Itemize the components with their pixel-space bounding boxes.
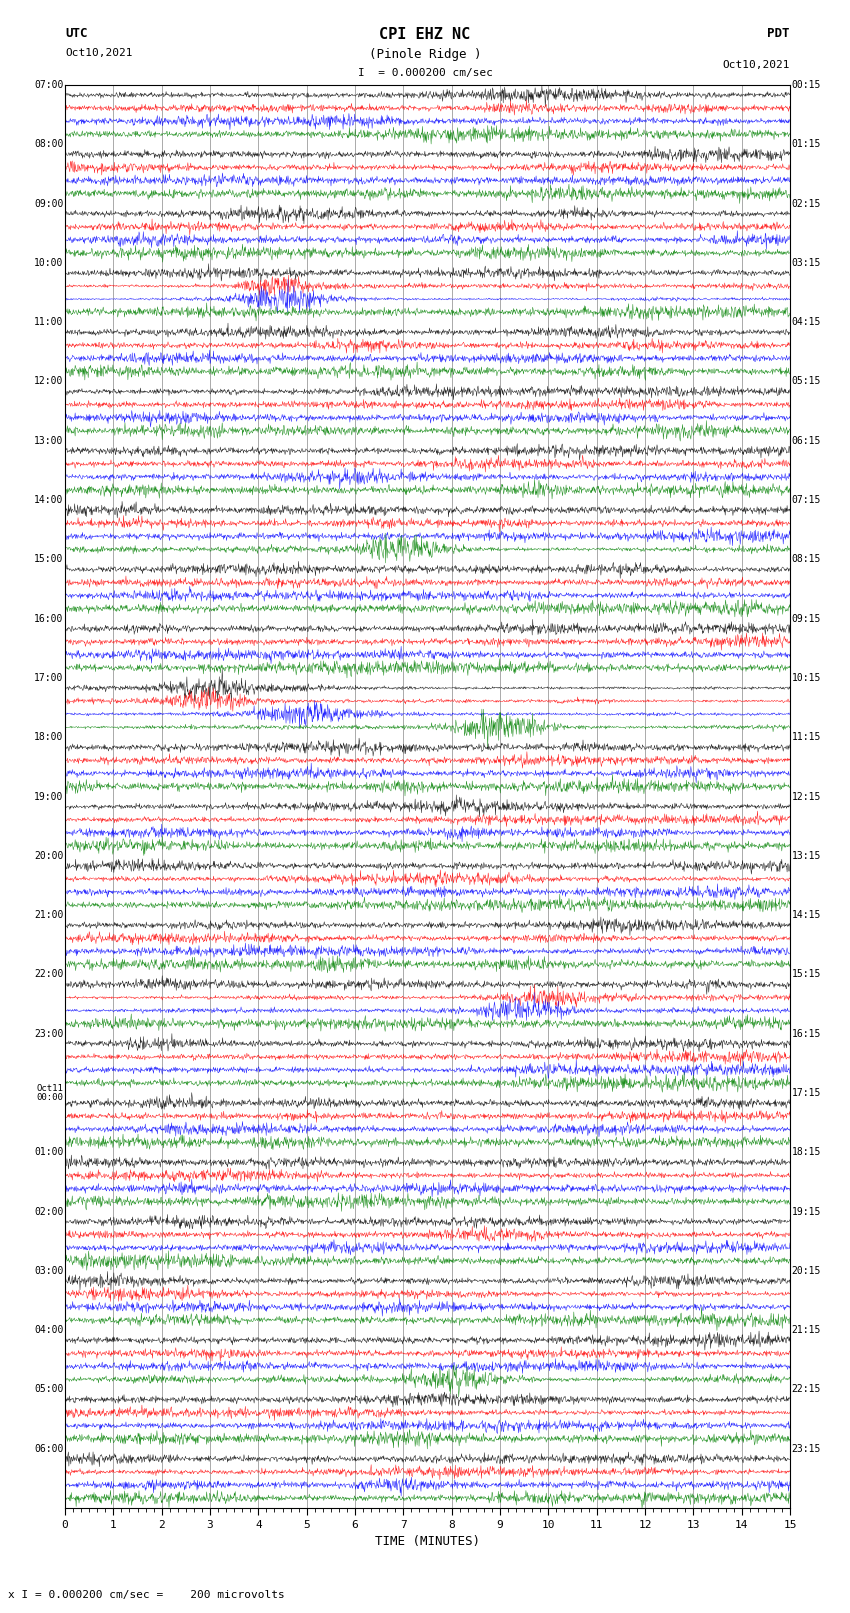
Text: 08:00: 08:00 <box>34 139 64 150</box>
Text: 12:15: 12:15 <box>791 792 821 802</box>
Text: 19:00: 19:00 <box>34 792 64 802</box>
Text: CPI EHZ NC: CPI EHZ NC <box>379 27 471 42</box>
Text: 00:15: 00:15 <box>791 81 821 90</box>
Text: Oct10,2021: Oct10,2021 <box>722 60 790 69</box>
Text: 07:15: 07:15 <box>791 495 821 505</box>
Text: 06:15: 06:15 <box>791 436 821 445</box>
Text: 01:00: 01:00 <box>34 1147 64 1157</box>
Text: 16:15: 16:15 <box>791 1029 821 1039</box>
Text: 13:00: 13:00 <box>34 436 64 445</box>
Text: 23:15: 23:15 <box>791 1444 821 1453</box>
Text: 16:00: 16:00 <box>34 613 64 624</box>
Text: 22:15: 22:15 <box>791 1384 821 1394</box>
Text: 15:15: 15:15 <box>791 969 821 979</box>
Text: 14:15: 14:15 <box>791 910 821 919</box>
Text: 23:00: 23:00 <box>34 1029 64 1039</box>
Text: 04:15: 04:15 <box>791 318 821 327</box>
Text: 02:15: 02:15 <box>791 198 821 208</box>
Text: PDT: PDT <box>768 27 790 40</box>
X-axis label: TIME (MINUTES): TIME (MINUTES) <box>375 1536 480 1548</box>
Text: 19:15: 19:15 <box>791 1207 821 1216</box>
Text: 15:00: 15:00 <box>34 555 64 565</box>
Text: 13:15: 13:15 <box>791 850 821 861</box>
Text: 05:15: 05:15 <box>791 376 821 387</box>
Text: 12:00: 12:00 <box>34 376 64 387</box>
Text: Oct10,2021: Oct10,2021 <box>65 48 133 58</box>
Text: 18:00: 18:00 <box>34 732 64 742</box>
Text: (Pinole Ridge ): (Pinole Ridge ) <box>369 48 481 61</box>
Text: 22:00: 22:00 <box>34 969 64 979</box>
Text: 04:00: 04:00 <box>34 1326 64 1336</box>
Text: 21:15: 21:15 <box>791 1326 821 1336</box>
Text: x I = 0.000200 cm/sec =    200 microvolts: x I = 0.000200 cm/sec = 200 microvolts <box>8 1590 286 1600</box>
Text: 07:00: 07:00 <box>34 81 64 90</box>
Text: 10:15: 10:15 <box>791 673 821 682</box>
Text: 17:15: 17:15 <box>791 1087 821 1098</box>
Text: 09:15: 09:15 <box>791 613 821 624</box>
Text: 14:00: 14:00 <box>34 495 64 505</box>
Text: 20:00: 20:00 <box>34 850 64 861</box>
Text: 03:00: 03:00 <box>34 1266 64 1276</box>
Text: 09:00: 09:00 <box>34 198 64 208</box>
Text: UTC: UTC <box>65 27 88 40</box>
Text: 21:00: 21:00 <box>34 910 64 919</box>
Text: I  = 0.000200 cm/sec: I = 0.000200 cm/sec <box>358 68 492 77</box>
Text: 11:15: 11:15 <box>791 732 821 742</box>
Text: 01:15: 01:15 <box>791 139 821 150</box>
Text: 10:00: 10:00 <box>34 258 64 268</box>
Text: 17:00: 17:00 <box>34 673 64 682</box>
Text: 20:15: 20:15 <box>791 1266 821 1276</box>
Text: 06:00: 06:00 <box>34 1444 64 1453</box>
Text: 03:15: 03:15 <box>791 258 821 268</box>
Text: Oct11: Oct11 <box>37 1084 64 1094</box>
Text: 08:15: 08:15 <box>791 555 821 565</box>
Text: 11:00: 11:00 <box>34 318 64 327</box>
Text: 05:00: 05:00 <box>34 1384 64 1394</box>
Text: 02:00: 02:00 <box>34 1207 64 1216</box>
Text: 18:15: 18:15 <box>791 1147 821 1157</box>
Text: 00:00: 00:00 <box>37 1094 64 1102</box>
